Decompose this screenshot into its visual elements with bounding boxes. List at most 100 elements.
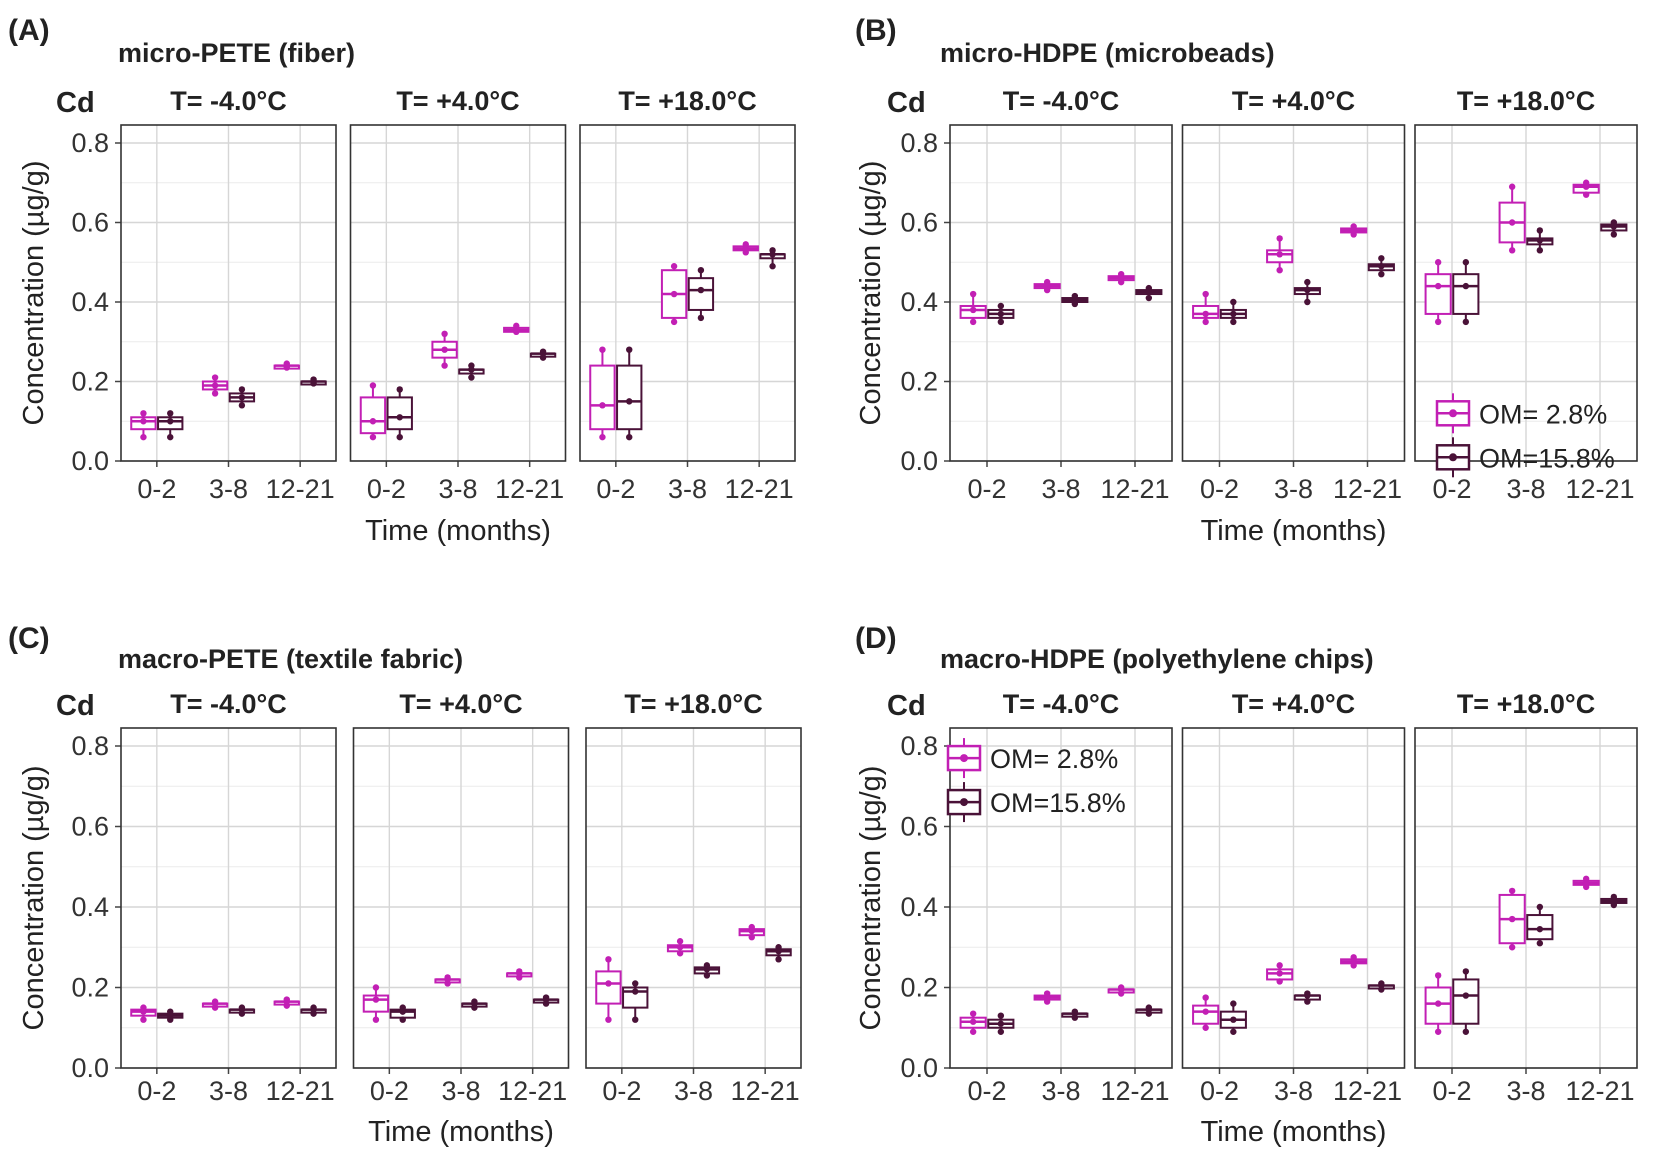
panel-title: micro-HDPE (microbeads): [940, 38, 1275, 68]
facet: T= +4.0°C 0-2 3-8 12-21: [349, 86, 567, 504]
box-om-low: [1266, 962, 1294, 985]
facet-label: T= -4.0°C: [170, 689, 287, 719]
facet-border: [949, 727, 1173, 1069]
x-tick-label: 0-2: [137, 1076, 176, 1106]
median-point: [1536, 925, 1544, 933]
box-om-high: [1219, 1000, 1247, 1035]
median-point: [1536, 237, 1544, 244]
x-tick-label: 0-2: [1432, 474, 1471, 504]
facet-label: T= +18.0°C: [624, 689, 762, 719]
box-om-high: [1600, 893, 1628, 909]
min-point: [997, 318, 1005, 326]
y-tick-label: 0.8: [71, 128, 109, 158]
box-om-high: [987, 302, 1015, 326]
legend-label: OM= 2.8%: [1479, 399, 1607, 429]
x-tick-label: 3-8: [209, 474, 248, 504]
min-point: [1610, 231, 1618, 238]
min-point: [1276, 267, 1283, 274]
panel-label: (D): [855, 622, 897, 655]
box-om-high: [1135, 284, 1163, 302]
box-om-low: [1192, 994, 1220, 1031]
min-point: [626, 433, 633, 441]
x-tick-label: 3-8: [438, 474, 477, 504]
median-point: [1071, 1010, 1079, 1017]
facet-border: [949, 124, 1173, 462]
x-tick-label: 3-8: [1041, 1076, 1080, 1106]
box-om-high: [458, 362, 485, 381]
legend-key: [1435, 437, 1471, 478]
min-point: [769, 263, 776, 270]
legend-key-point: [960, 754, 968, 763]
panel-title: micro-PETE (fiber): [118, 38, 355, 68]
max-point: [670, 263, 678, 270]
facet-label: T= -4.0°C: [1003, 689, 1120, 719]
facet-border: [120, 124, 337, 462]
x-tick-label: 12-21: [1100, 1076, 1169, 1106]
median-point: [1582, 879, 1590, 887]
x-tick-label: 12-21: [266, 1076, 335, 1106]
x-tick-label: 0-2: [967, 1076, 1006, 1106]
x-tick-label: 12-21: [1565, 1076, 1634, 1106]
max-point: [1462, 259, 1470, 266]
max-point: [1230, 1000, 1237, 1007]
box-om-low: [359, 382, 387, 441]
median-point: [1276, 970, 1283, 977]
x-tick-label: 12-21: [1565, 474, 1634, 504]
facet-label: T= -4.0°C: [170, 86, 287, 116]
max-point: [441, 330, 448, 337]
box-om-low: [1107, 984, 1135, 997]
box-om-low: [273, 996, 300, 1009]
median-point: [516, 970, 523, 977]
legend-key-point: [1449, 409, 1457, 418]
facet: T= -4.0°C 0-2 3-8 12-21: [949, 86, 1173, 504]
x-tick-label: 3-8: [1506, 1076, 1545, 1106]
median-point: [283, 998, 290, 1005]
median-point: [1462, 992, 1470, 999]
max-point: [626, 346, 633, 353]
y-tick-label: 0.2: [900, 367, 938, 397]
box-om-high: [622, 980, 649, 1023]
median-point: [1350, 227, 1357, 234]
y-axis-title: Concentration (µg/g): [855, 161, 887, 426]
median-point: [1304, 286, 1311, 294]
facet-label: T= -4.0°C: [1003, 86, 1120, 116]
panel-c: (C) macro-PETE (textile fabric) Cd 0.0 0.2 0.…: [8, 622, 802, 1148]
box-om-high: [693, 962, 721, 979]
max-point: [1508, 183, 1516, 190]
box-om-high: [228, 386, 256, 409]
max-point: [1202, 290, 1209, 298]
min-point: [632, 1016, 639, 1023]
box-om-high: [300, 376, 327, 387]
median-point: [542, 996, 550, 1003]
facet-border: [352, 727, 570, 1069]
box: [359, 396, 387, 435]
min-point: [167, 433, 174, 441]
facet-label: T= +4.0°C: [1232, 86, 1355, 116]
median-point: [441, 346, 448, 353]
max-point: [1304, 278, 1311, 286]
min-point: [396, 433, 403, 441]
box-om-high: [1526, 903, 1554, 947]
box-om-low: [1107, 270, 1135, 286]
legend-key: [946, 782, 982, 823]
y-tick-label: 0.0: [900, 1053, 938, 1083]
max-point: [238, 386, 246, 393]
median-point: [1276, 251, 1283, 258]
median-point: [1610, 897, 1618, 905]
box-om-low: [666, 938, 694, 957]
box-om-high: [765, 944, 792, 963]
max-point: [1434, 259, 1442, 266]
facet-border: [1414, 727, 1638, 1069]
box-om-high: [1600, 219, 1628, 238]
box-om-high: [157, 410, 184, 441]
box-om-low: [589, 346, 616, 441]
box-om-low: [130, 1004, 157, 1023]
min-point: [369, 433, 377, 441]
median-point: [1202, 310, 1209, 318]
median-point: [1434, 282, 1442, 290]
x-tick-label: 0-2: [1200, 474, 1239, 504]
box-om-low: [959, 290, 987, 326]
y-tick-label: 0.2: [900, 973, 938, 1003]
min-point: [969, 1028, 977, 1035]
box-om-low: [1340, 223, 1368, 238]
